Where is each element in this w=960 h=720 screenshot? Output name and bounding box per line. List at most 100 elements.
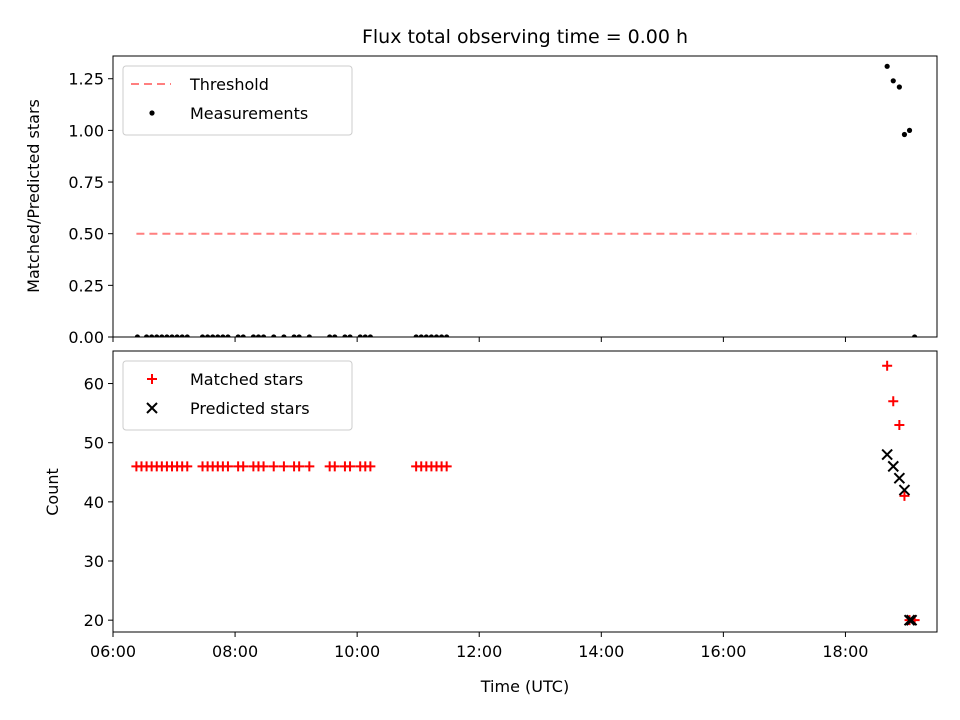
data-point (898, 484, 911, 496)
data-point (423, 334, 429, 337)
y-tick-label: 0.25 (68, 276, 104, 295)
plot-area (131, 360, 920, 626)
data-point (444, 334, 450, 337)
legend: Threshold Measurements (122, 65, 353, 136)
legend-box (122, 360, 353, 431)
data-point (306, 334, 312, 337)
data-point (164, 334, 170, 337)
y-tick-label: 40 (84, 493, 104, 512)
data-point (881, 448, 893, 461)
data-point (255, 334, 262, 337)
data-point (888, 396, 899, 407)
data-point (901, 131, 908, 138)
data-point (205, 334, 211, 337)
legend-label: Threshold (189, 75, 269, 94)
axes-frame (112, 55, 938, 338)
data-point (222, 461, 233, 472)
data-point (438, 334, 445, 337)
data-point (182, 461, 193, 472)
legend-marker (146, 402, 158, 414)
data-point (413, 334, 419, 337)
x-tick-label: 18:00 (822, 642, 868, 661)
top-panel: 0.00 0.25 0.50 0.75 1.00 1.25 Threshold Measure… (68, 55, 938, 347)
x-tick-label: 10:00 (334, 642, 380, 661)
data-point (268, 461, 279, 472)
chart-title: Flux total observing time = 0.00 h (362, 26, 688, 48)
legend-marker (149, 110, 155, 116)
data-point (174, 334, 180, 337)
data-point (278, 461, 289, 472)
data-point (143, 334, 150, 337)
legend-label: Measurements (190, 104, 308, 123)
bottom-y-axis-label: Count (43, 468, 62, 516)
data-point (240, 334, 246, 337)
x-tick-label: 06:00 (90, 642, 136, 661)
data-point (882, 360, 893, 371)
x-tick-label: 14:00 (578, 642, 624, 661)
y-tick-label: 30 (84, 552, 104, 571)
x-tick-label: 08:00 (212, 642, 258, 661)
data-point (258, 461, 269, 472)
legend-box (122, 65, 353, 136)
legend: Matched stars Predicted stars (122, 360, 353, 431)
data-point (281, 334, 287, 337)
data-point (357, 334, 363, 337)
plot-area (134, 63, 918, 337)
data-point (896, 84, 902, 90)
data-point (296, 334, 302, 337)
data-point (149, 334, 155, 337)
x-axis-label: Time (UTC) (480, 677, 569, 696)
data-point (169, 334, 175, 337)
data-point (903, 614, 916, 626)
data-point (184, 334, 190, 337)
data-point (250, 334, 256, 337)
data-point (294, 461, 305, 472)
y-tick-label: 20 (84, 611, 104, 630)
data-point (159, 334, 165, 337)
data-point (332, 334, 338, 337)
data-point (899, 490, 910, 501)
data-point (887, 460, 899, 473)
data-point (235, 334, 241, 337)
data-point (225, 334, 231, 337)
top-y-axis-label: Matched/Predicted stars (24, 99, 43, 293)
data-point (433, 334, 440, 337)
y-tick-label: 1.25 (68, 70, 104, 89)
y-tick-label: 0.00 (68, 328, 104, 347)
data-point (347, 334, 353, 337)
legend-label: Predicted stars (190, 399, 310, 418)
legend-label: Matched stars (190, 370, 303, 389)
data-point (342, 334, 348, 337)
data-point (260, 334, 267, 337)
data-point (215, 334, 221, 337)
data-point (418, 334, 424, 337)
y-tick-label: 60 (84, 375, 104, 394)
data-point (154, 334, 160, 337)
bottom-panel: 20 30 40 50 60 06:00 08:00 10:00 12:00 14:00 16:00… (84, 350, 938, 661)
data-point (906, 127, 913, 133)
data-point (199, 334, 206, 337)
y-tick-label: 0.50 (68, 225, 104, 244)
y-tick-label: 1.00 (68, 121, 104, 140)
data-point (345, 461, 356, 472)
data-point (220, 334, 226, 337)
data-point (362, 334, 368, 337)
data-point (890, 78, 896, 84)
data-point (893, 472, 906, 484)
data-point (271, 334, 277, 337)
data-point (179, 334, 185, 337)
data-point (884, 63, 890, 69)
data-point (327, 334, 333, 337)
data-point (428, 334, 435, 337)
x-tick-label: 12:00 (456, 642, 502, 661)
data-point (329, 461, 340, 472)
data-point (291, 334, 297, 337)
data-point (441, 461, 452, 472)
data-point (894, 419, 905, 430)
data-point (238, 461, 249, 472)
y-tick-label: 0.75 (68, 173, 104, 192)
data-point (367, 334, 373, 337)
data-point (912, 334, 918, 337)
legend-marker (147, 374, 157, 384)
